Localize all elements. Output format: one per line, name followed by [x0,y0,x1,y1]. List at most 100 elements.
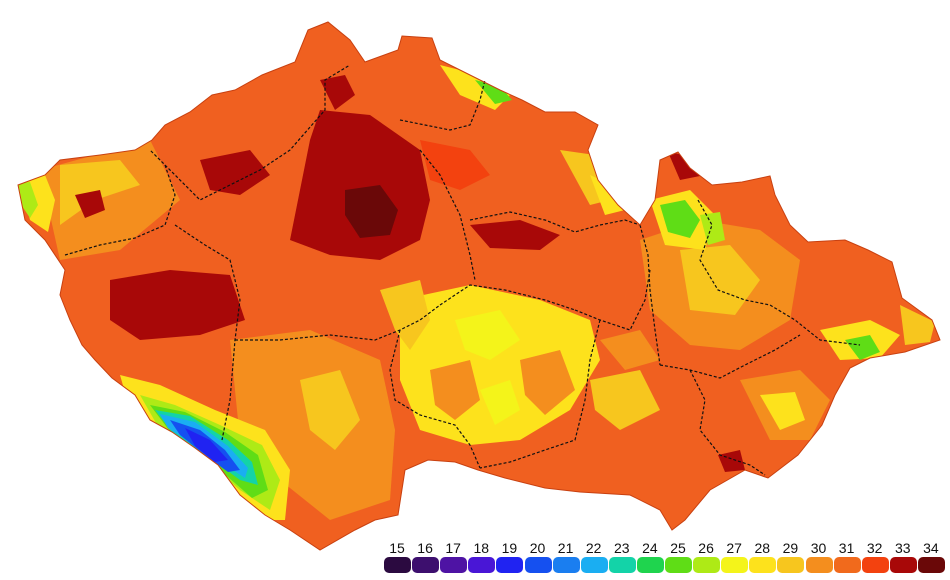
zone-vysocina-gold [380,280,430,350]
region-borders [64,64,861,476]
legend-swatch [917,557,945,573]
legend-swatch [412,557,440,573]
legend-swatch [749,557,777,573]
zone-moravia-south-yellow [760,392,805,430]
legend-item-28: 28 [748,540,777,574]
legend-swatch [384,557,411,573]
legend-item-22: 22 [580,540,608,574]
zone-beskydy-green [845,335,880,360]
legend-label: 20 [529,540,546,556]
legend-item-27: 27 [720,540,749,574]
hotspot-northwest [200,150,270,195]
legend-label: 24 [642,540,658,556]
zone-krkonose-green [475,80,512,104]
hotspot-east-bohemia [470,220,560,250]
legend-label: 32 [866,540,883,556]
temperature-field [18,65,935,520]
zone-vysocina-bright-1 [455,310,520,360]
hotspot-prague [345,185,398,238]
legend-label: 15 [389,540,405,556]
legend-item-15: 15 [383,540,411,574]
legend-item-29: 29 [776,540,805,574]
legend-swatch [524,557,552,573]
legend-label: 17 [445,540,461,556]
legend-label: 34 [923,540,939,556]
legend-swatch [496,557,524,573]
legend-item-24: 24 [636,540,664,574]
border-olomoucky-moravskoslezsky [697,199,861,346]
legend-swatch [721,557,749,573]
legend-item-30: 30 [805,540,833,574]
legend-label: 26 [698,540,714,556]
hotspot-cheb [75,190,105,218]
border-pardubicky-vysocina [574,269,651,331]
legend-label: 27 [726,540,742,556]
legend-item-21: 21 [552,540,580,574]
legend-swatch [608,557,636,573]
legend-swatch [636,557,664,573]
border-plzensky-stredocesky [174,224,241,441]
legend-label: 23 [614,540,630,556]
temperature-legend: 15 16 17 18 19 20 21 22 23 24 25 26 27 28 29 30 31 32 33 34 [383,540,945,576]
border-stredocesky-jihocesky [235,304,441,341]
zone-orlicke-yellow [590,175,625,215]
legend-swatch [693,557,721,573]
zone-sumava-deepblue [185,428,228,462]
legend-label: 25 [670,540,686,556]
legend-label: 19 [501,540,518,556]
border-ustecky-stredocesky [164,64,351,201]
legend-swatch [805,557,833,573]
legend-swatch [777,557,805,573]
border-jihomoravsky-zlinsky [689,369,766,476]
legend-item-17: 17 [439,540,468,574]
legend-label: 16 [417,540,433,556]
border-pardubicky-olomoucky [639,224,661,366]
legend-label: 18 [473,540,490,556]
border-stredocesky-vysocina [439,284,576,311]
zone-east-edge-yellow [900,305,935,345]
legend-item-20: 20 [524,540,552,574]
legend-swatch [580,557,608,573]
legend-label: 30 [810,540,827,556]
zone-jesenik-lightgreen [700,212,725,245]
legend-label: 22 [585,540,602,556]
legend-item-25: 25 [664,540,692,574]
zone-vysocina-bright-2 [480,380,520,425]
border-stredocesky-kralovehradecky [419,149,476,281]
legend-label: 31 [838,540,855,556]
legend-item-19: 19 [495,540,524,574]
border-kralovehradecky-pardubicky [469,211,641,233]
legend-label: 33 [895,540,911,556]
zone-moravia-gold [680,245,760,315]
zone-vysocina-orange-2 [520,350,575,415]
legend-item-31: 31 [833,540,861,574]
border-jihocesky-vysocina [389,329,481,469]
legend-item-33: 33 [889,540,917,574]
legend-item-16: 16 [411,540,440,574]
legend-label: 29 [782,540,799,556]
zone-jesenik-green [660,200,700,238]
border-olomoucky-zlinsky [659,334,801,379]
legend-label: 28 [754,540,771,556]
legend-swatch [440,557,468,573]
zone-brno-gold [590,370,660,430]
legend-item-34: 34 [917,540,945,574]
zone-brno-orange [600,330,660,370]
zone-vysocina-orange-1 [430,360,480,420]
legend-swatch [665,557,692,573]
legend-label: 21 [557,540,574,556]
legend-item-18: 18 [467,540,496,574]
legend-swatch [468,557,496,573]
hotspot-central-bohemia [290,110,430,260]
zone-west-edge-green [18,182,38,218]
legend-item-23: 23 [608,540,636,574]
legend-swatch [833,557,861,573]
zone-south-gold [300,370,360,450]
hotspot-south-moravia [718,450,745,472]
hotspot-north [320,75,355,110]
legend-swatch [552,557,580,573]
legend-swatch [861,557,889,573]
hotspot-plzen [110,270,245,340]
border-vysocina-jihomoravsky [479,319,601,469]
